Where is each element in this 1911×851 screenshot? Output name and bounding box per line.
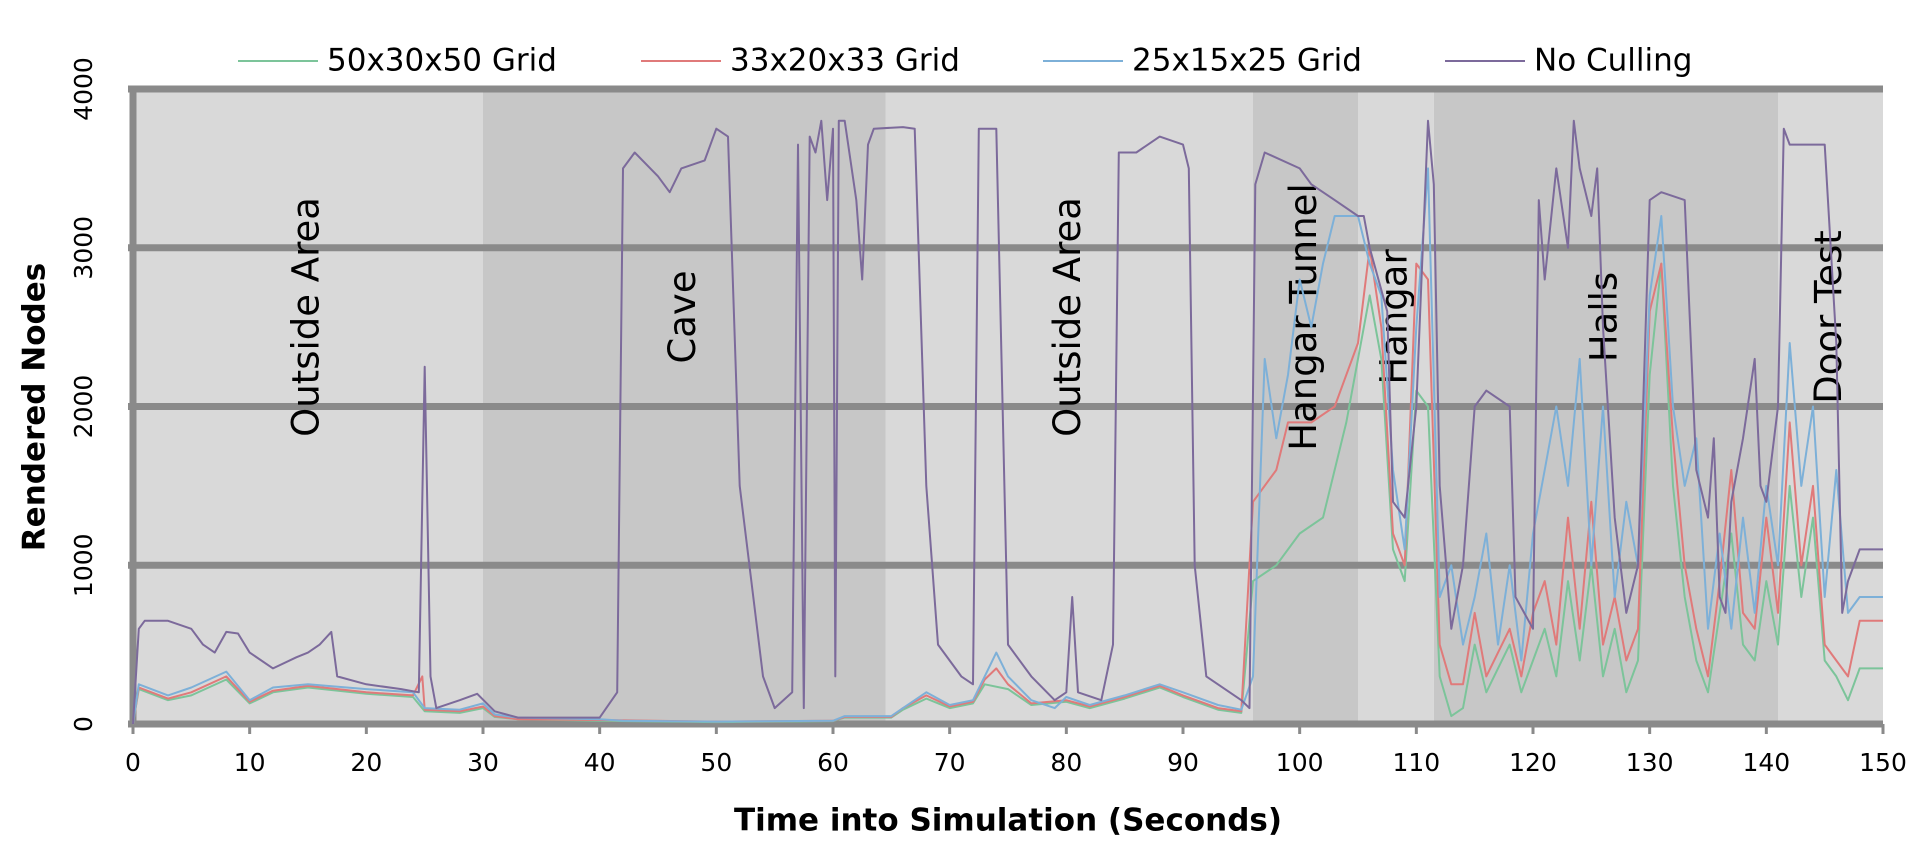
x-tick-label: 100 xyxy=(1276,748,1324,777)
x-tick-label: 140 xyxy=(1742,748,1790,777)
x-tick-label: 130 xyxy=(1626,748,1674,777)
region-label: Outside Area xyxy=(285,197,328,437)
x-tick-label: 90 xyxy=(1167,748,1199,777)
x-tick-label: 150 xyxy=(1859,748,1907,777)
x-tick-label: 40 xyxy=(584,748,616,777)
x-tick-label: 70 xyxy=(934,748,966,777)
x-tick-label: 50 xyxy=(700,748,732,777)
region-label: Cave xyxy=(661,270,704,363)
y-tick-label: 4000 xyxy=(69,57,98,121)
region-label: Outside Area xyxy=(1046,197,1089,437)
y-tick-label: 2000 xyxy=(69,375,98,439)
x-tick-label: 80 xyxy=(1050,748,1082,777)
y-tick-label: 3000 xyxy=(69,216,98,280)
legend-label: 25x15x25 Grid xyxy=(1132,43,1362,79)
y-tick-label: 1000 xyxy=(69,533,98,597)
series-line xyxy=(132,119,1883,725)
legend-label: 33x20x33 Grid xyxy=(730,43,960,79)
legend-label: No Culling xyxy=(1534,43,1692,79)
x-tick-label: 20 xyxy=(350,748,382,777)
x-tick-label: 0 xyxy=(125,748,141,777)
x-tick-label: 60 xyxy=(817,748,849,777)
x-tick-label: 110 xyxy=(1392,748,1440,777)
x-tick-label: 120 xyxy=(1509,748,1557,777)
series-line xyxy=(132,167,1883,725)
x-tick-label: 10 xyxy=(234,748,266,777)
y-axis-title: Rendered Nodes xyxy=(17,263,53,551)
region-label: Hangar Tunnel xyxy=(1282,183,1325,450)
region-label: Door Test xyxy=(1807,230,1850,404)
x-axis-title: Time into Simulation (Seconds) xyxy=(734,803,1282,839)
legend-label: 50x30x50 Grid xyxy=(327,43,557,79)
x-tick-label: 30 xyxy=(467,748,499,777)
y-tick-label: 0 xyxy=(69,716,98,732)
